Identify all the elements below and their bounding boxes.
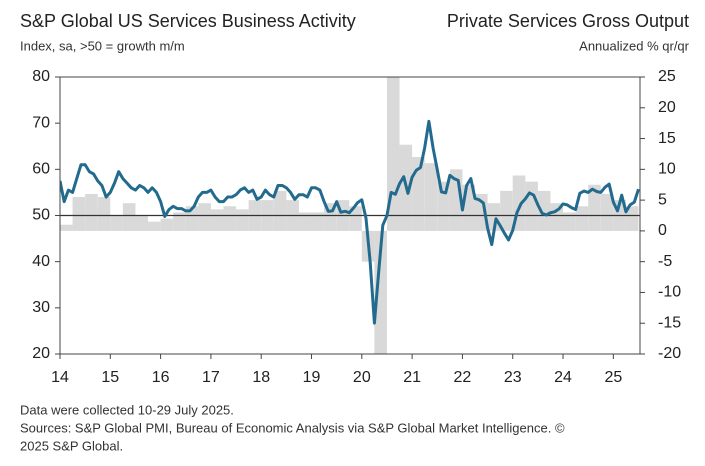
y-tick-label: 30 [32, 299, 50, 316]
bar [412, 157, 425, 231]
x-tick-label: 25 [604, 369, 622, 386]
bar [122, 203, 136, 231]
note: 2025 S&P Global. [20, 438, 123, 453]
bar [575, 206, 589, 231]
x-tick-label: 16 [152, 369, 170, 386]
bar [185, 206, 199, 231]
note: Sources: S&P Global PMI, Bureau of Econo… [20, 420, 565, 435]
bar [311, 212, 325, 231]
right-title: Private Services Gross Output [447, 11, 689, 31]
y-tick-label: 60 [32, 161, 50, 178]
y2-tick-label: 15 [658, 130, 676, 147]
bar [273, 190, 287, 231]
right-subtitle: Annualized % qr/qr [579, 38, 690, 53]
note: Data were collected 10-29 July 2025. [20, 402, 234, 417]
x-tick-label: 22 [454, 369, 472, 386]
y2-tick-label: 0 [658, 222, 667, 239]
y2-tick-label: 25 [658, 68, 676, 85]
bar [600, 193, 614, 231]
y2-tick-label: 5 [658, 191, 667, 208]
bar [135, 215, 149, 231]
line-layer [60, 119, 640, 325]
bar [236, 209, 249, 231]
bar [148, 221, 161, 231]
x-tick-label: 24 [554, 369, 572, 386]
x-tick-label: 18 [252, 369, 270, 386]
bar [563, 212, 576, 231]
line [60, 119, 640, 325]
bar [97, 197, 111, 231]
y2-tick-label: 20 [658, 99, 676, 116]
y2-tick-label: 10 [658, 161, 676, 178]
y2-tick-label: -10 [658, 284, 681, 301]
bar [85, 193, 98, 231]
x-tick-label: 23 [504, 369, 522, 386]
subtitle: Index, sa, >50 = growth m/m [20, 38, 185, 53]
bar [500, 190, 513, 231]
bar [173, 212, 186, 231]
y2-tick-label: -5 [658, 253, 672, 270]
bar [374, 230, 387, 354]
bar [525, 181, 538, 231]
y-tick-label: 20 [32, 345, 50, 362]
x-tick-label: 21 [403, 369, 421, 386]
bar [487, 203, 501, 231]
bar [72, 197, 86, 231]
bar [110, 215, 123, 231]
y2-tick-label: -15 [658, 314, 681, 331]
y-tick-label: 70 [32, 114, 50, 131]
axes: 20 30 40 50 60 70 80 -20 -15 -10 -5 0 5 10 15 20 25 14 15 1… [32, 68, 681, 386]
bar [210, 209, 224, 231]
x-tick-label: 14 [51, 369, 69, 386]
y-tick-label: 50 [32, 207, 50, 224]
bar [625, 206, 639, 231]
y-tick-label: 80 [32, 68, 50, 85]
bar [298, 212, 312, 231]
bar [223, 206, 237, 231]
x-tick-label: 19 [303, 369, 321, 386]
bar [588, 184, 601, 231]
bar [537, 190, 551, 231]
bar [60, 224, 73, 231]
y2-tick-label: -20 [658, 345, 681, 362]
chart-title: S&P Global US Services Business Activity [20, 11, 356, 31]
y-tick-label: 40 [32, 253, 50, 270]
x-tick-label: 20 [353, 369, 371, 386]
bar-layer [60, 77, 640, 354]
bar [160, 218, 174, 231]
bar [424, 163, 438, 231]
x-tick-label: 17 [202, 369, 220, 386]
x-tick-label: 15 [101, 369, 119, 386]
bar [198, 203, 211, 231]
bar [349, 206, 362, 231]
